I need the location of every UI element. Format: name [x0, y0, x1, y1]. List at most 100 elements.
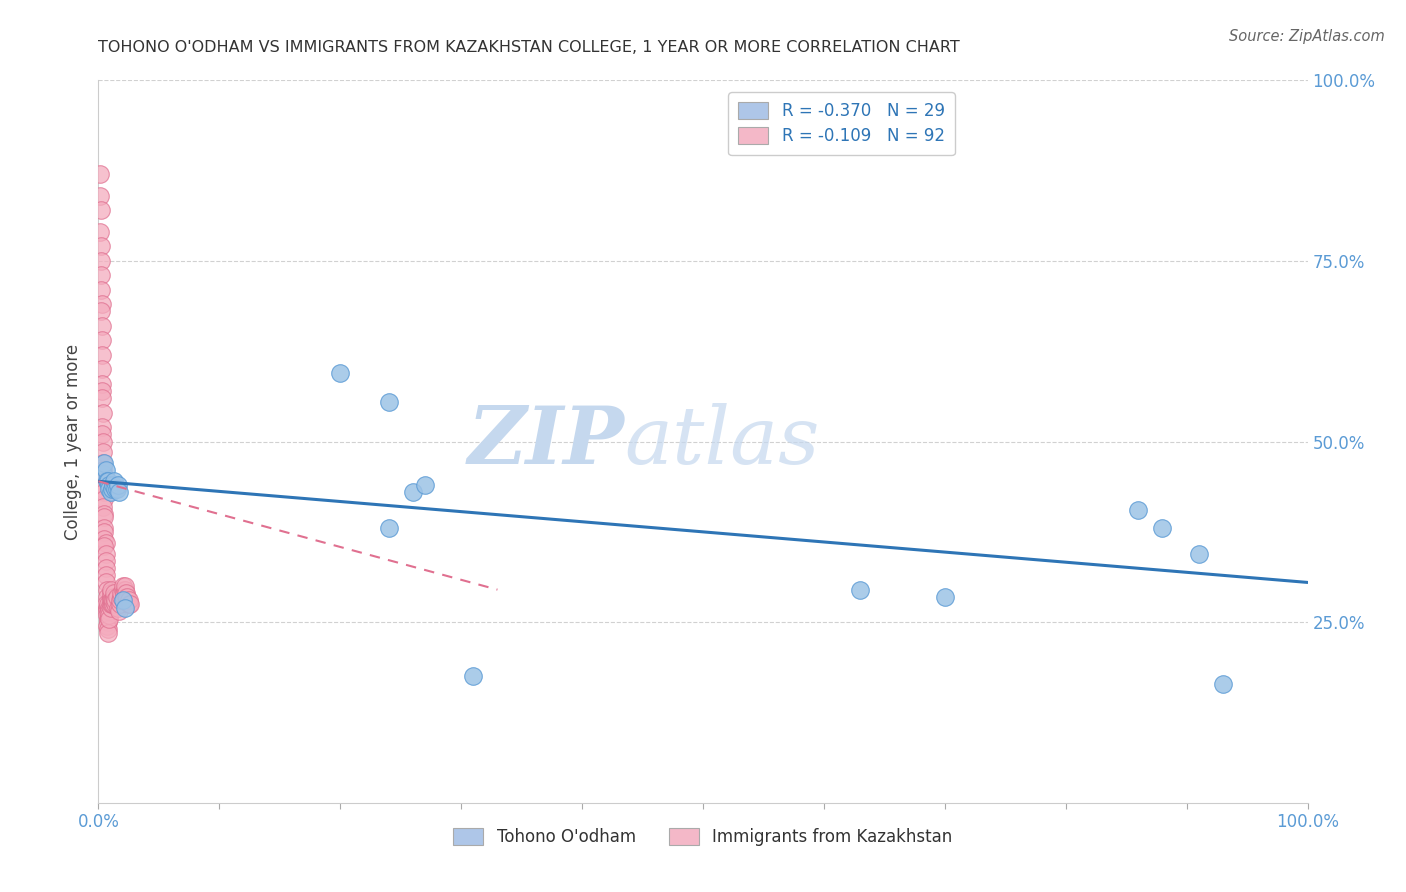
Point	[91, 384, 114, 398]
Point	[94, 568, 117, 582]
Point	[117, 593, 139, 607]
Point	[105, 482, 128, 496]
Point	[115, 590, 138, 604]
Point	[104, 482, 127, 496]
Point	[91, 500, 114, 514]
Point	[94, 463, 117, 477]
Point	[377, 521, 399, 535]
Point	[93, 507, 115, 521]
Point	[89, 167, 111, 181]
Point	[100, 582, 122, 597]
Point	[94, 575, 117, 590]
Point	[1128, 503, 1150, 517]
Point	[97, 615, 120, 630]
Legend: Tohono O'odham, Immigrants from Kazakhstan: Tohono O'odham, Immigrants from Kazakhst…	[443, 818, 963, 856]
Point	[97, 475, 120, 489]
Point	[100, 482, 122, 496]
Text: Source: ZipAtlas.com: Source: ZipAtlas.com	[1229, 29, 1385, 44]
Point	[90, 253, 112, 268]
Point	[91, 297, 114, 311]
Point	[1152, 521, 1174, 535]
Point	[103, 590, 125, 604]
Point	[90, 268, 112, 283]
Point	[90, 203, 112, 218]
Point	[89, 189, 111, 203]
Point	[98, 607, 121, 622]
Point	[110, 590, 132, 604]
Point	[108, 604, 131, 618]
Point	[112, 590, 135, 604]
Point	[90, 239, 112, 253]
Point	[115, 586, 138, 600]
Point	[463, 669, 485, 683]
Point	[96, 590, 118, 604]
Point	[101, 593, 124, 607]
Text: TOHONO O'ODHAM VS IMMIGRANTS FROM KAZAKHSTAN COLLEGE, 1 YEAR OR MORE CORRELATION: TOHONO O'ODHAM VS IMMIGRANTS FROM KAZAKH…	[98, 40, 960, 55]
Point	[1188, 547, 1211, 561]
Point	[103, 475, 125, 489]
Point	[93, 539, 115, 553]
Point	[107, 478, 129, 492]
Point	[329, 366, 352, 380]
Point	[100, 586, 122, 600]
Point	[97, 626, 120, 640]
Point	[91, 467, 114, 481]
Point	[93, 485, 115, 500]
Point	[104, 593, 127, 607]
Point	[111, 593, 134, 607]
Point	[117, 590, 139, 604]
Point	[98, 482, 121, 496]
Point	[110, 586, 132, 600]
Point	[93, 521, 115, 535]
Text: atlas: atlas	[624, 403, 820, 480]
Point	[91, 445, 114, 459]
Point	[91, 434, 114, 449]
Point	[91, 467, 114, 481]
Point	[97, 611, 120, 625]
Point	[93, 532, 115, 546]
Point	[934, 590, 956, 604]
Point	[1212, 676, 1234, 690]
Point	[91, 362, 114, 376]
Point	[103, 586, 125, 600]
Point	[104, 597, 127, 611]
Point	[105, 590, 128, 604]
Point	[101, 478, 124, 492]
Point	[96, 582, 118, 597]
Point	[118, 597, 141, 611]
Point	[91, 376, 114, 391]
Point	[91, 463, 114, 477]
Point	[849, 582, 872, 597]
Point	[108, 485, 131, 500]
Point	[91, 334, 114, 348]
Point	[91, 427, 114, 442]
Point	[100, 593, 122, 607]
Point	[96, 475, 118, 489]
Point	[112, 586, 135, 600]
Point	[114, 582, 136, 597]
Point	[89, 225, 111, 239]
Point	[98, 600, 121, 615]
Point	[100, 485, 122, 500]
Point	[93, 492, 115, 507]
Point	[91, 348, 114, 362]
Point	[93, 524, 115, 539]
Point	[100, 597, 122, 611]
Point	[413, 478, 436, 492]
Point	[93, 510, 115, 524]
Point	[98, 604, 121, 618]
Point	[94, 597, 117, 611]
Point	[94, 554, 117, 568]
Point	[100, 590, 122, 604]
Point	[91, 456, 114, 470]
Point	[98, 478, 121, 492]
Point	[108, 593, 131, 607]
Point	[100, 600, 122, 615]
Point	[93, 456, 115, 470]
Point	[111, 579, 134, 593]
Point	[91, 406, 114, 420]
Y-axis label: College, 1 year or more: College, 1 year or more	[65, 343, 83, 540]
Point	[114, 579, 136, 593]
Point	[97, 623, 120, 637]
Point	[101, 597, 124, 611]
